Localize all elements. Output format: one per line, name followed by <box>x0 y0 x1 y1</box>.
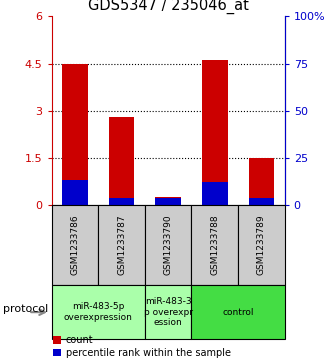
Text: GSM1233787: GSM1233787 <box>117 215 126 276</box>
Bar <box>155 197 181 205</box>
Text: miR-483-3
p overexpr
ession: miR-483-3 p overexpr ession <box>144 297 193 327</box>
Text: GSM1233789: GSM1233789 <box>257 215 266 276</box>
Title: GDS5347 / 235046_at: GDS5347 / 235046_at <box>88 0 249 13</box>
Text: GSM1233788: GSM1233788 <box>210 215 219 276</box>
Legend: count, percentile rank within the sample: count, percentile rank within the sample <box>53 335 231 358</box>
Text: miR-483-5p
overexpression: miR-483-5p overexpression <box>64 302 133 322</box>
Bar <box>202 183 228 205</box>
Text: control: control <box>222 308 254 317</box>
Bar <box>155 197 181 205</box>
Bar <box>202 60 228 205</box>
Text: protocol: protocol <box>3 303 49 314</box>
Bar <box>248 158 274 205</box>
Bar <box>62 180 88 205</box>
Text: GSM1233786: GSM1233786 <box>70 215 80 276</box>
Text: GSM1233790: GSM1233790 <box>164 215 173 276</box>
Bar <box>248 197 274 205</box>
Bar <box>109 197 134 205</box>
Bar <box>62 64 88 205</box>
Bar <box>109 117 134 205</box>
